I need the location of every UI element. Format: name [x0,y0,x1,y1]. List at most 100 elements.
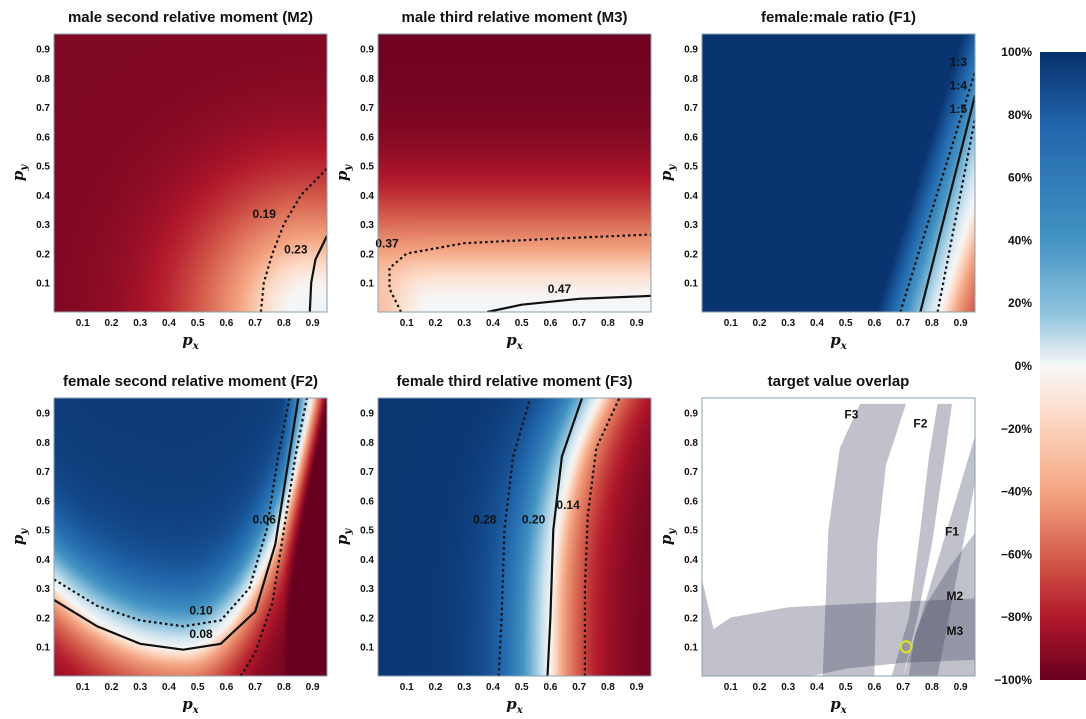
contour-label: 0.06 [253,513,277,527]
y-tick-label: 0.3 [360,584,374,595]
x-tick-label: 0.6 [219,682,233,693]
y-tick-label: 0.7 [36,103,50,114]
y-tick-label: 0.7 [36,467,50,478]
contour-label: 0.28 [473,513,497,527]
y-tick-label: 0.4 [360,191,374,202]
colorbar-tick-label: 40% [1008,233,1032,247]
x-tick-label: 0.2 [105,682,119,693]
y-tick-label: 0.5 [684,162,698,173]
y-tick-label: 0.1 [360,643,374,654]
y-tick-label: 0.8 [36,438,50,449]
y-tick-label: 0.3 [684,220,698,231]
y-axis-label: py [9,528,30,546]
y-tick-label: 0.2 [360,249,374,260]
x-tick-label: 0.5 [515,682,529,693]
x-tick-label: 0.9 [630,318,644,329]
region-label: F3 [844,407,858,421]
x-tick-label: 0.7 [248,682,262,693]
colorbar-tick-label: 0% [1015,359,1033,373]
colorbar-tick-label: 100% [1001,45,1032,59]
x-tick-label: 0.3 [133,318,147,329]
y-tick-label: 0.6 [360,132,374,143]
x-tick-label: 0.4 [810,318,824,329]
colorbar-tick-label: 80% [1008,108,1032,122]
x-tick-label: 0.5 [839,318,853,329]
x-tick-label: 0.4 [486,682,500,693]
colorbar-gradient [1040,52,1086,680]
y-tick-label: 0.3 [36,220,50,231]
y-tick-label: 0.5 [36,162,50,173]
contour-label: 0.47 [548,282,572,296]
x-axis-label: px [830,331,848,352]
y-tick-label: 0.4 [684,191,698,202]
y-tick-label: 0.7 [360,103,374,114]
y-axis-label: py [657,164,678,182]
x-tick-label: 0.8 [601,682,615,693]
x-tick-label: 0.6 [867,318,881,329]
x-tick-label: 0.4 [162,682,176,693]
x-tick-label: 0.2 [753,682,767,693]
x-axis-label: px [182,695,200,716]
y-tick-label: 0.2 [684,249,698,260]
y-tick-label: 0.5 [360,162,374,173]
colorbar-tick-label: −80% [1001,610,1032,624]
x-tick-label: 0.2 [753,318,767,329]
colorbar: 100%80%60%40%20%0%−20%−40%−60%−80%−100% [994,45,1086,687]
x-tick-label: 0.2 [105,318,119,329]
x-tick-label: 0.9 [306,682,320,693]
colorbar-tick-label: 60% [1008,171,1032,185]
x-tick-label: 0.6 [543,682,557,693]
x-tick-label: 0.7 [572,318,586,329]
x-tick-label: 0.1 [724,682,738,693]
y-tick-label: 0.5 [360,526,374,537]
region-label: F2 [913,416,927,430]
x-axis-label: px [506,695,524,716]
heatmap-image [378,34,651,312]
panel-f3: female third relative moment (F3) 0.28 0.2… [333,373,651,716]
y-tick-label: 0.2 [360,613,374,624]
y-tick-label: 0.3 [684,584,698,595]
y-tick-label: 0.1 [36,643,50,654]
x-tick-label: 0.1 [724,318,738,329]
y-tick-label: 0.6 [684,132,698,143]
y-axis-label: py [657,528,678,546]
x-tick-label: 0.8 [601,318,615,329]
region-label: M2 [947,589,964,603]
panel-title: female third relative moment (F3) [397,373,633,390]
panel-title: target value overlap [768,373,910,390]
y-tick-label: 0.2 [36,613,50,624]
y-tick-label: 0.6 [36,496,50,507]
x-tick-label: 0.3 [457,318,471,329]
x-tick-label: 0.8 [277,682,291,693]
y-tick-label: 0.8 [684,74,698,85]
contour-label: 0.37 [375,236,399,250]
y-tick-label: 0.8 [684,438,698,449]
x-tick-label: 0.3 [781,318,795,329]
y-tick-label: 0.3 [360,220,374,231]
x-tick-label: 0.9 [306,318,320,329]
y-tick-label: 0.6 [36,132,50,143]
y-axis-label: py [9,164,30,182]
y-tick-label: 0.7 [684,467,698,478]
y-tick-label: 0.7 [360,467,374,478]
x-tick-label: 0.5 [191,318,205,329]
x-tick-label: 0.9 [630,682,644,693]
x-tick-label: 0.7 [572,682,586,693]
panel-title: male second relative moment (M2) [68,9,313,26]
y-tick-label: 0.8 [360,74,374,85]
x-tick-label: 0.5 [839,682,853,693]
colorbar-tick-label: −20% [1001,422,1032,436]
x-tick-label: 0.8 [925,318,939,329]
region-label: M3 [947,624,964,638]
y-tick-label: 0.7 [684,103,698,114]
panel-m2: male second relative moment (M2) 0.19 0.23… [9,9,327,352]
x-tick-label: 0.1 [76,318,90,329]
heatmap-image [702,34,975,312]
y-tick-label: 0.9 [36,409,50,420]
y-tick-label: 0.4 [36,191,50,202]
panel-title: female:male ratio (F1) [761,9,916,26]
contour-label: 1:3 [950,55,968,69]
panel-title: female second relative moment (F2) [63,373,318,390]
y-tick-label: 0.1 [684,643,698,654]
